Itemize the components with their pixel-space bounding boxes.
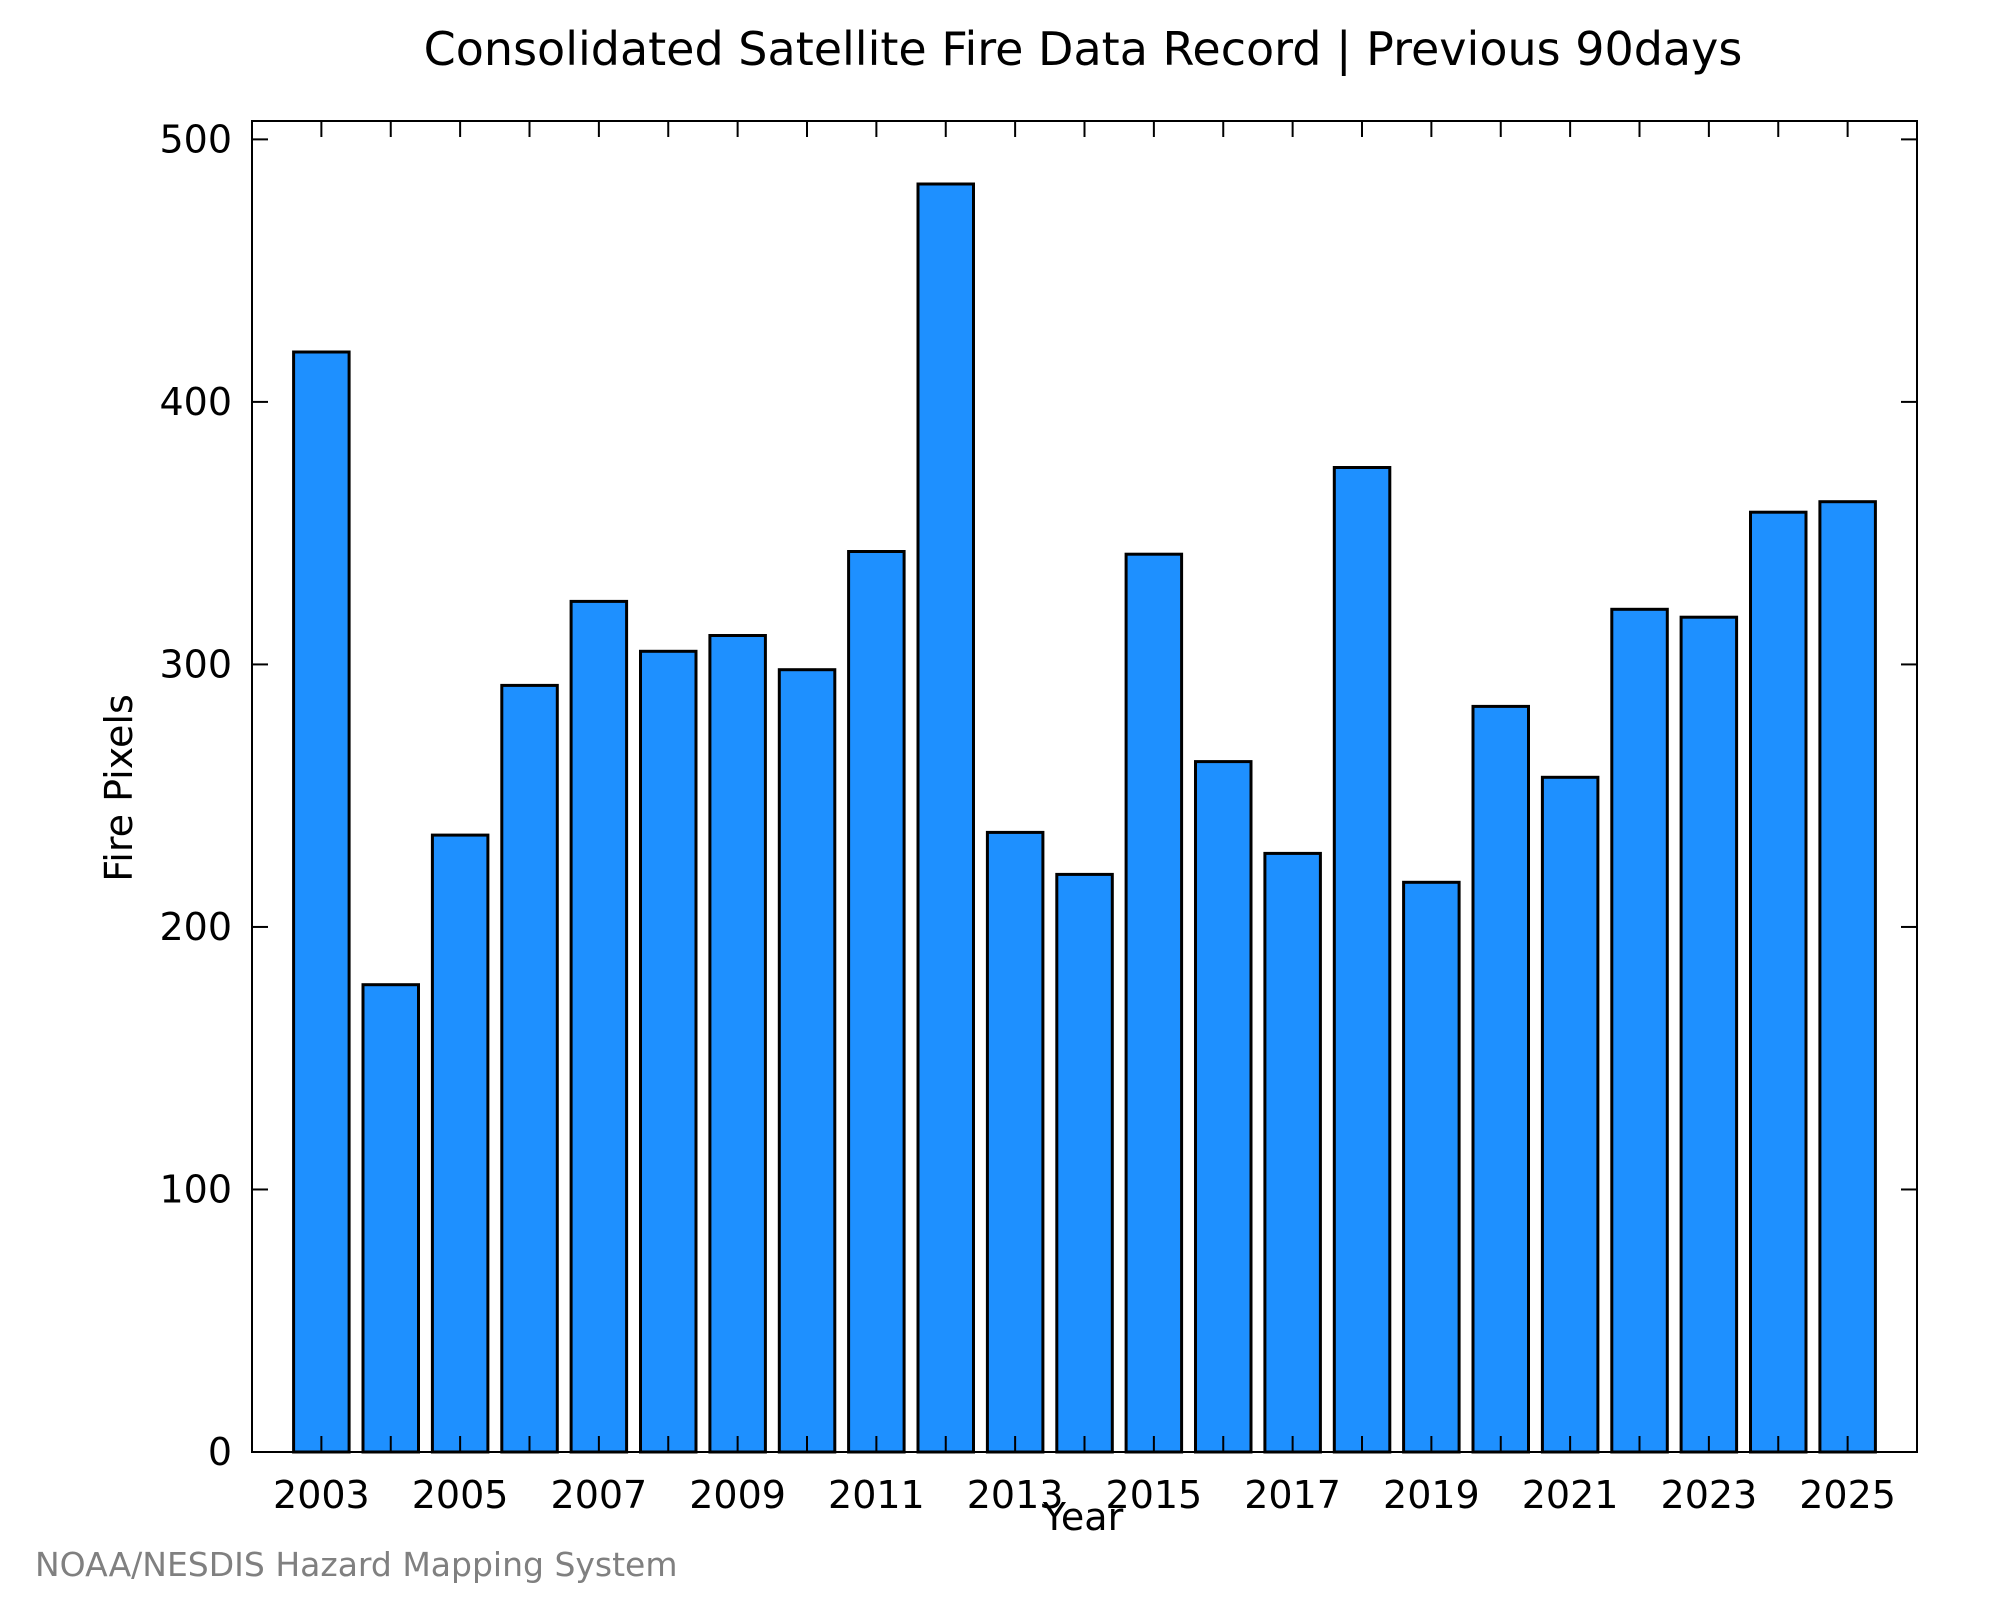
y-tick-label: 200	[159, 905, 232, 949]
bar-2003	[292, 350, 351, 1454]
x-tick-label: 2005	[412, 1473, 509, 1517]
bar-2006	[500, 683, 559, 1454]
x-tick-label: 2011	[828, 1473, 925, 1517]
chart-title: Consolidated Satellite Fire Data Record …	[424, 22, 1743, 77]
bar-2021	[1540, 775, 1600, 1454]
bar-2019	[1402, 880, 1461, 1454]
x-tick-label: 2023	[1661, 1473, 1758, 1517]
bar-2007	[569, 599, 629, 1454]
x-tick-label: 2019	[1383, 1473, 1480, 1517]
x-tick-label: 2009	[689, 1473, 786, 1517]
x-tick-label: 2003	[273, 1473, 370, 1517]
bar-2011	[847, 550, 906, 1454]
y-tick-label: 500	[159, 117, 232, 161]
x-tick-label: 2007	[551, 1473, 648, 1517]
bar-2017	[1263, 851, 1322, 1454]
tick-labels-layer: 2003 2005 2007 2009 2011 2013 2015 2017 2019 2021…	[159, 117, 1895, 1517]
bar-2005	[430, 833, 490, 1454]
x-tick-label: 2013	[967, 1473, 1064, 1517]
bar-2014	[1055, 872, 1114, 1454]
ticks-layer	[252, 121, 1917, 1453]
bar-2004	[361, 983, 420, 1454]
bar-2020	[1471, 704, 1530, 1454]
bar-2012	[916, 182, 975, 1454]
y-tick-label: 400	[159, 380, 232, 424]
bar-2024	[1749, 510, 1808, 1454]
x-tick-label: 2015	[1106, 1473, 1203, 1517]
bar-2018	[1332, 466, 1392, 1454]
x-tick-label: 2021	[1522, 1473, 1619, 1517]
bar-2008	[639, 649, 698, 1454]
bar-2009	[708, 634, 767, 1454]
bar-2016	[1194, 760, 1253, 1454]
y-tick-label: 0	[208, 1430, 232, 1474]
bar-2023	[1679, 615, 1739, 1454]
bar-2010	[777, 668, 837, 1454]
y-axis-label: Fire Pixels	[97, 694, 141, 882]
bar-2022	[1610, 607, 1669, 1454]
x-tick-label: 2025	[1799, 1473, 1896, 1517]
bar-2013	[985, 830, 1045, 1454]
bar-2015	[1124, 552, 1184, 1454]
x-axis-label: Year	[1042, 1495, 1124, 1539]
source-credit: NOAA/NESDIS Hazard Mapping System	[35, 1545, 678, 1584]
bars-layer	[292, 182, 1877, 1454]
y-tick-label: 100	[159, 1168, 232, 1212]
bar-2025	[1818, 500, 1877, 1454]
x-tick-label: 2017	[1244, 1473, 1341, 1517]
y-tick-label: 300	[159, 642, 232, 686]
